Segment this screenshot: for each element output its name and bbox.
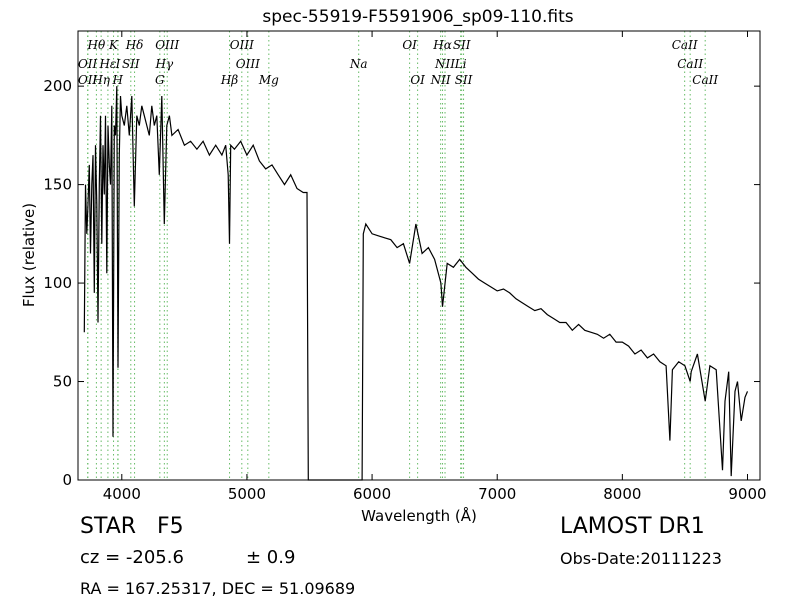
spectral-line-label: Mg	[258, 73, 279, 87]
spectral-line-label: OII	[78, 73, 98, 87]
spectral-line-label: SII	[453, 38, 471, 52]
y-axis-label: Flux (relative)	[20, 203, 38, 307]
y-tick-label: 0	[62, 471, 72, 489]
survey-name: LAMOST DR1	[560, 514, 705, 539]
spectral-line-label: CaII	[677, 57, 703, 71]
spectral-line-label: OII	[78, 57, 98, 71]
spectral-line-label: H	[112, 73, 124, 87]
x-tick-label: 7000	[478, 485, 516, 503]
spectral-line-label: Na	[349, 57, 368, 71]
spectral-line-label: CaII	[692, 73, 718, 87]
spectral-line-label: Hη	[91, 73, 110, 87]
x-axis-label: Wavelength (Å)	[361, 506, 477, 525]
object-class: STAR	[80, 514, 137, 539]
spectral-line-label: Hθ	[87, 38, 106, 52]
y-tick-label: 200	[43, 77, 72, 95]
spectral-line-label: NII	[434, 57, 455, 71]
plot-frame	[77, 30, 761, 481]
coordinates: RA = 167.25317, DEC = 51.09689	[80, 579, 356, 598]
x-tick-label: 4000	[103, 485, 141, 503]
spectral-line-label: CaII	[672, 38, 698, 52]
x-tick-label: 6000	[353, 485, 391, 503]
x-axis-ticks: 4000 5000 6000 7000 8000 9000	[103, 31, 767, 503]
spectral-line-label: I	[115, 57, 121, 71]
spectral-line-label: Hγ	[155, 57, 174, 71]
spectral-line-label: OIII	[230, 38, 254, 52]
spectral-line-label: Hε	[98, 57, 116, 71]
spectrum-line	[83, 86, 749, 481]
y-tick-label: 50	[53, 373, 72, 391]
redshift-value: cz = -205.6	[80, 547, 184, 568]
y-tick-label: 100	[43, 274, 72, 292]
y-tick-label: 150	[43, 176, 72, 194]
spectral-line-label: NII	[430, 73, 451, 87]
spectral-line-label: SII	[122, 57, 140, 71]
x-tick-label: 5000	[228, 485, 266, 503]
redshift-error: ± 0.9	[246, 547, 296, 568]
y-axis-ticks: 0 50 100 150 200	[43, 77, 760, 489]
spectral-line-label: OI	[410, 73, 425, 87]
spectral-line-markers	[87, 31, 706, 480]
object-subclass: F5	[157, 514, 184, 539]
spectral-line-label: Hδ	[125, 38, 144, 52]
spectral-line-label: OIII	[155, 38, 179, 52]
spectral-line-label: OI	[402, 38, 417, 52]
observation-date: Obs-Date:20111223	[560, 549, 722, 568]
x-tick-label: 9000	[728, 485, 766, 503]
spectral-line-label: Hα	[432, 38, 452, 52]
x-tick-label: 8000	[603, 485, 641, 503]
spectral-line-label: G	[155, 73, 165, 87]
spectral-line-label: OIII	[236, 57, 260, 71]
spectral-line-label: Li	[454, 57, 467, 71]
spectral-line-label: Hβ	[220, 73, 238, 87]
chart-title: spec-55919-F5591906_sp09-110.fits	[262, 7, 573, 27]
spectral-line-label: K	[108, 38, 119, 52]
spectral-line-label: SII	[455, 73, 473, 87]
